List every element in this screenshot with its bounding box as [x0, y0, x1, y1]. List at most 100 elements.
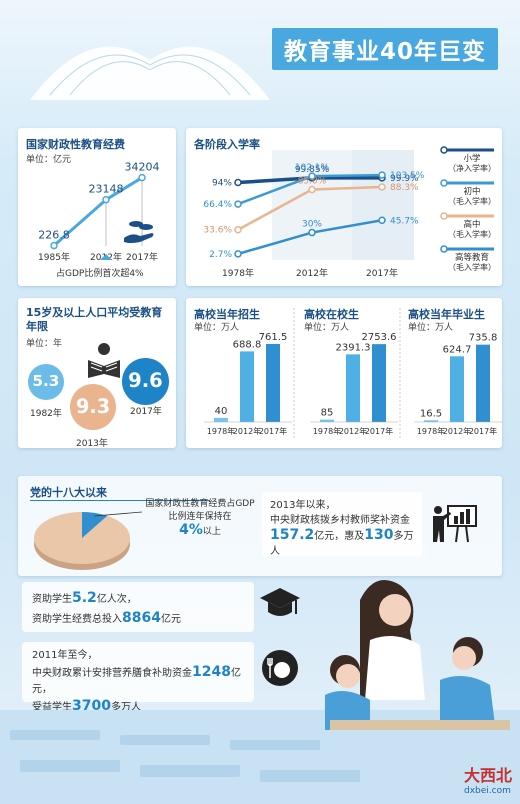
enroll-value-label: 30%: [302, 220, 322, 230]
admission-bar: [240, 351, 254, 422]
enroll-point: [308, 172, 316, 180]
funding-marker: [100, 254, 112, 260]
card2-line1: 资助学生5.2亿人次，: [32, 589, 244, 609]
enroll-point: [234, 178, 242, 187]
admission-x-label: 2017年: [259, 426, 287, 436]
card2-line2: 资助学生经费总投入8864亿元: [32, 609, 244, 629]
enroll-legend-name: 初中: [463, 186, 480, 197]
card2-text4: 亿元: [160, 614, 181, 625]
avg-years-label: 2013年: [76, 439, 108, 449]
graduates-bar: [424, 420, 438, 422]
page-title: 教育事业40年巨变: [271, 28, 498, 70]
pie-value: 4%: [179, 522, 203, 538]
meal-subsidy-card: 2011年至今， 中央财政累计安排营养膳食补助资金1248亿元， 受益学生370…: [22, 642, 254, 714]
card1-unit1: 亿元，惠及: [314, 531, 365, 542]
meal-icon: [262, 650, 298, 686]
enroll-band-2012: [272, 150, 364, 260]
enroll-point: [234, 200, 242, 208]
in-school-bar: [346, 354, 360, 422]
enroll-point: [308, 228, 316, 237]
classroom-illustration: [0, 580, 520, 804]
student-aid-card: 资助学生5.2亿人次， 资助学生经费总投入8864亿元: [22, 582, 254, 632]
graduates-title: 高校当年毕业生: [408, 308, 485, 321]
admission-title: 高校当年招生: [194, 308, 260, 321]
graduates-bar: [476, 344, 490, 422]
enroll-value-label: 2.7%: [209, 250, 232, 260]
enroll-legend-sub: （毛入学率）: [448, 196, 496, 206]
avg-years-bubble: 9.6: [122, 358, 169, 405]
avg-years-panel: 15岁及以上人口平均受教育年限 单位：年 5.3 1982年 9.3 2013年 9.6…: [18, 298, 176, 449]
graduates-value-label: 624.7: [443, 344, 472, 355]
card2-text2: 亿人次，: [96, 594, 137, 605]
card1-line2: 中央财政核拨乡村教师奖补资金: [270, 515, 410, 526]
enrollment-title: 各阶段入学率: [194, 138, 260, 151]
graduates-unit: 单位：万人: [408, 323, 454, 333]
enroll-point: [378, 183, 386, 191]
enroll-legend-dot: [440, 245, 448, 253]
grad-cap-icon: [260, 588, 300, 616]
enroll-value-label: 85.0%: [298, 177, 327, 187]
card2-value1: 5.2: [72, 590, 97, 606]
admission-x-label: 1978年: [207, 426, 235, 436]
logo-sub: dxbei.com: [463, 786, 511, 796]
logo-main: 大西北: [463, 766, 512, 785]
funding-x-label: 2017年: [126, 251, 158, 263]
enroll-legend-sub: （毛入学率）: [448, 262, 496, 272]
card3-text2: 亿元，: [32, 668, 241, 695]
teacher-fund-card: 2013年以来， 中央财政核拨乡村教师奖补资金 157.2亿元，惠及130多万人: [262, 492, 422, 559]
book-illustration: [30, 46, 270, 100]
enroll-point: [308, 185, 316, 194]
funding-title: 国家财政性教育经费: [26, 138, 125, 151]
in-school-value-label: 2753.6: [362, 332, 397, 343]
funding-chart: 226.81985年231482012年342042017年: [38, 161, 160, 263]
college-bar-charts: 40 1978年 688.8 2012年 761.5 2017年 85 1978年 2391.3…: [204, 308, 502, 438]
funding-value-label: 23148: [89, 183, 124, 196]
admission-bar: [214, 417, 228, 422]
card3-value1: 1248: [192, 664, 231, 680]
enroll-x-label: 2017年: [366, 267, 398, 279]
card2-text3: 资助学生经费总投入: [32, 614, 122, 625]
card3-text4: 多万人: [110, 702, 141, 713]
pie-slice-share: [82, 512, 108, 538]
reading-person-icon: [88, 343, 120, 378]
avg-years-bubble: 5.3: [28, 364, 64, 400]
card1-value1: 157.2: [270, 527, 315, 543]
avg-years-title: 15岁及以上人口平均受教育年限: [26, 306, 163, 333]
enroll-legend-dot: [440, 146, 448, 154]
since18-title-rule: [30, 500, 210, 501]
gdp-share-pie: [34, 511, 143, 570]
enroll-legend-dot: [440, 179, 448, 187]
in-school-value-label: 2391.3: [336, 342, 371, 353]
in-school-title: 高校在校生: [304, 308, 359, 321]
site-logo: 大西北 dxbei.com: [464, 762, 512, 796]
in-school-unit: 单位：万人: [304, 323, 350, 333]
in-school-bar: [320, 419, 334, 422]
card1-line3: 157.2亿元，惠及130多万人: [270, 528, 414, 559]
card1-line1: 2013年以来，: [270, 500, 336, 511]
admission-value-label: 761.5: [259, 332, 288, 343]
graduates-value-label: 16.5: [420, 408, 442, 419]
enroll-legend-dot: [440, 212, 448, 220]
graduates-bar: [450, 356, 464, 422]
avg-years-label: 2017年: [130, 407, 162, 417]
money-hand-icon: [124, 221, 154, 243]
funding-value-label: 34204: [125, 161, 160, 174]
enroll-point: [378, 171, 386, 179]
card3-line2: 中央财政累计安排营养膳食补助资金1248亿元，: [32, 664, 244, 698]
in-school-x-label: 2012年: [339, 426, 367, 436]
enroll-value-label: 66.4%: [203, 200, 232, 210]
enroll-band-2017: [352, 150, 414, 260]
college-panel: 高校当年招生 单位：万人 高校在校生 单位：万人 高校当年毕业生 单位：万人 4…: [186, 298, 502, 448]
enroll-legend-sub: （毛入学率）: [448, 229, 496, 239]
funding-point: [50, 241, 58, 250]
since18-title: 党的十八大以来: [30, 486, 107, 499]
enroll-legend-name: 高中: [463, 219, 480, 230]
graduates-x-label: 2012年: [443, 426, 471, 436]
in-school-x-label: 2017年: [365, 426, 393, 436]
enroll-legend-name: 高等教育: [455, 252, 489, 263]
funding-note: 占GDP比例首次超4%: [56, 269, 144, 279]
enroll-value-label: 99.85%: [295, 165, 330, 175]
pie-suffix: 以上: [202, 527, 221, 537]
enroll-point: [378, 216, 386, 225]
